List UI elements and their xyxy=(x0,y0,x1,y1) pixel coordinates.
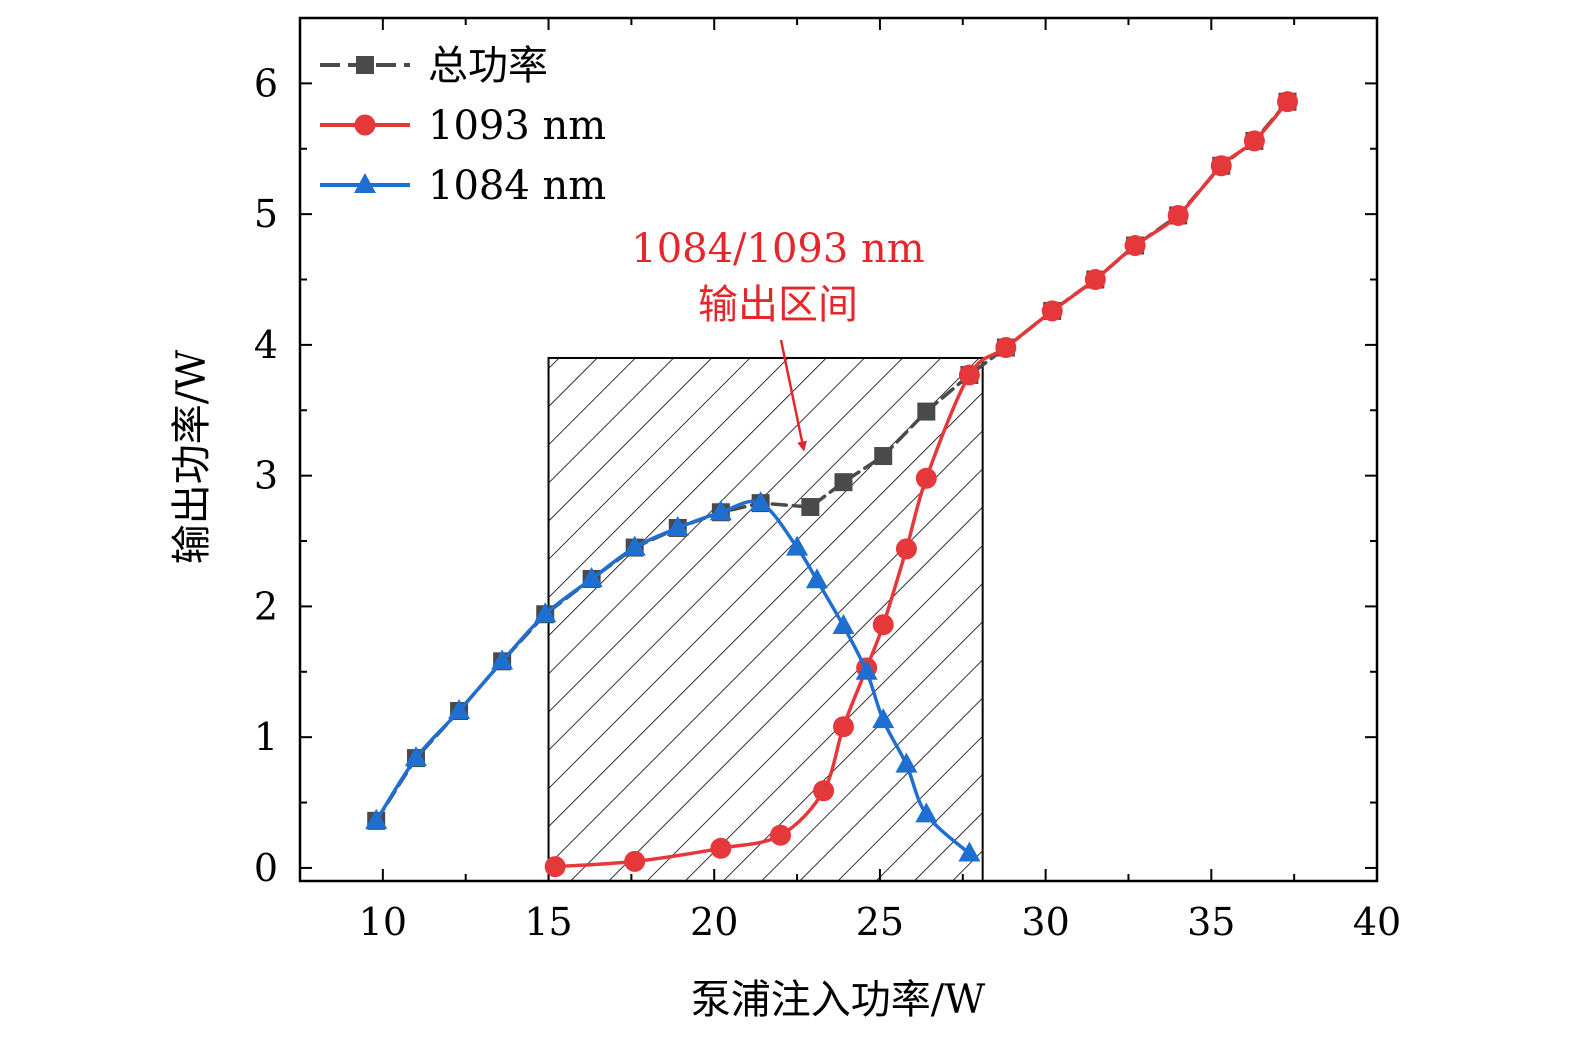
x-tick-label: 25 xyxy=(856,900,904,944)
y-tick-label: 2 xyxy=(254,584,278,628)
legend-label-total-power: 总功率 xyxy=(428,43,548,89)
legend-marker-power-1084nm xyxy=(354,173,376,193)
data-point-power-1093nm xyxy=(624,850,646,872)
x-tick-label: 35 xyxy=(1187,900,1235,944)
data-point-power-1093nm xyxy=(710,837,732,859)
data-point-power-1093nm xyxy=(1124,235,1146,257)
data-point-power-1084nm xyxy=(832,614,855,635)
data-point-power-1084nm xyxy=(855,659,878,680)
data-point-power-1093nm xyxy=(1084,269,1106,291)
x-tick-label: 30 xyxy=(1021,900,1069,944)
y-tick-label: 0 xyxy=(254,846,278,890)
data-point-power-1084nm xyxy=(895,752,918,773)
legend-label-power-1084nm: 1084 nm xyxy=(428,163,606,209)
series-power-1084nm xyxy=(365,491,981,862)
data-point-total-power xyxy=(917,402,936,421)
data-point-power-1084nm xyxy=(786,535,809,556)
data-point-power-1093nm xyxy=(544,856,566,878)
data-point-power-1084nm xyxy=(623,535,646,556)
data-point-power-1093nm xyxy=(1167,204,1189,226)
output-interval-region xyxy=(547,356,984,882)
x-tick-label: 15 xyxy=(524,900,572,944)
data-point-power-1093nm xyxy=(770,824,792,846)
legend-marker-power-1093nm xyxy=(354,114,376,136)
data-point-power-1093nm xyxy=(813,780,835,802)
data-point-power-1093nm xyxy=(1243,130,1265,152)
data-point-power-1093nm xyxy=(832,716,854,738)
y-axis-title: 输出功率/W xyxy=(169,350,215,565)
legend-label-power-1093nm: 1093 nm xyxy=(428,103,606,149)
hatched-region xyxy=(547,356,984,882)
annotation-arrow xyxy=(779,339,807,452)
data-point-power-1084nm xyxy=(709,500,732,521)
x-tick-label: 40 xyxy=(1353,900,1401,944)
data-point-power-1093nm xyxy=(995,337,1017,359)
y-tick-label: 5 xyxy=(254,192,278,236)
data-point-power-1093nm xyxy=(1210,155,1232,177)
data-point-total-power xyxy=(874,447,893,466)
legend-marker-total-power xyxy=(356,56,374,74)
annotation-line-2: 输出区间 xyxy=(698,282,858,328)
data-point-power-1084nm xyxy=(580,566,603,587)
data-point-power-1084nm xyxy=(448,699,471,720)
y-axis-ticks: 0 1 2 3 4 5 6 xyxy=(254,17,1377,890)
x-tick-label: 20 xyxy=(690,900,738,944)
data-point-power-1084nm xyxy=(749,491,772,512)
annotation-line-1: 1084/1093 nm xyxy=(631,226,924,272)
data-point-power-1084nm xyxy=(365,808,388,829)
axes xyxy=(298,16,1379,883)
legend: 总功率 1093 nm 1084 nm xyxy=(320,43,606,209)
y-tick-label: 3 xyxy=(254,454,278,498)
data-point-power-1093nm xyxy=(958,364,980,386)
data-point-power-1084nm xyxy=(958,841,981,862)
data-point-total-power xyxy=(801,498,820,517)
data-point-power-1093nm xyxy=(915,467,937,489)
annotation: 1084/1093 nm 输出区间 xyxy=(631,226,925,452)
plot-frame xyxy=(298,16,1379,883)
y-tick-label: 6 xyxy=(254,61,278,105)
data-point-power-1084nm xyxy=(915,802,938,823)
x-tick-label: 10 xyxy=(359,900,407,944)
data-point-total-power xyxy=(834,473,853,492)
data-point-power-1084nm xyxy=(666,515,689,536)
data-point-power-1084nm xyxy=(491,649,514,670)
x-axis-title: 泵浦注入功率/W xyxy=(691,977,986,1023)
data-point-power-1093nm xyxy=(1041,300,1063,322)
y-tick-label: 4 xyxy=(254,323,278,367)
data-point-power-1084nm xyxy=(534,602,557,623)
data-point-power-1093nm xyxy=(1277,91,1299,113)
data-point-power-1084nm xyxy=(805,568,828,589)
x-axis-ticks: 10 15 20 25 30 35 40 xyxy=(359,18,1401,944)
y-tick-label: 1 xyxy=(254,715,278,759)
data-point-power-1084nm xyxy=(872,708,895,729)
data-point-power-1093nm xyxy=(872,614,894,636)
data-point-power-1084nm xyxy=(404,746,427,767)
series-layer xyxy=(365,91,1299,878)
data-point-power-1093nm xyxy=(895,538,917,560)
